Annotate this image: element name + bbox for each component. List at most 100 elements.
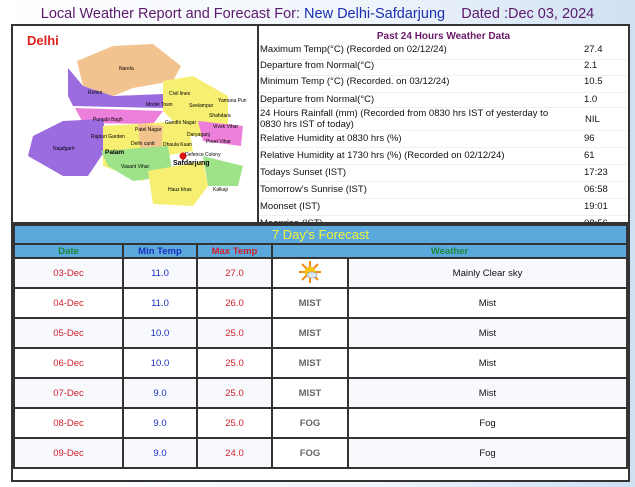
data-value: 19:01 [584, 201, 608, 212]
forecast-row: 06-Dec 10.0 25.0 MIST Mist [13, 347, 628, 379]
fog-icon: FOG [271, 437, 349, 469]
forecast-max-temp: 26.0 [196, 287, 273, 319]
data-label: Minimum Temp (°C) (Recorded. on 03/12/24… [260, 76, 450, 87]
data-value: 1.0 [584, 94, 598, 105]
district-map: Safdarjung Narela Rohini Punjabi Bagh Na… [28, 44, 247, 206]
data-label: Moonset (IST) [260, 201, 321, 212]
map-label: Vivek Vihar [213, 124, 238, 130]
map-district-preet-vihar [198, 121, 243, 146]
forecast-panel: 7 Day's Forecast Date Min Temp Max Temp … [11, 222, 630, 482]
data-row: 24 Hours Rainfall (mm) (Recorded from 08… [259, 108, 628, 131]
data-label: Departure from Normal(°C) [260, 94, 375, 105]
report-date: Dated :Dec 03, 2024 [461, 6, 595, 22]
title-prefix: Local Weather Report and Forecast For: [40, 6, 305, 22]
data-value: 10.5 [584, 76, 603, 87]
map-label: Shahdara [209, 113, 231, 119]
map-district-northwest [68, 68, 163, 108]
data-value: 2.1 [584, 60, 598, 71]
forecast-min-temp: 10.0 [122, 347, 198, 379]
forecast-min-temp: 9.0 [122, 407, 198, 439]
map-district-east [163, 76, 228, 136]
forecast-weather: Fog [347, 437, 628, 469]
map-label-safdarjung: Safdarjung [173, 160, 210, 167]
data-value: 06:58 [584, 184, 608, 195]
sun-cloud-icon [271, 257, 349, 289]
map-district-north [77, 44, 181, 96]
map-label: Yamuna Puri [218, 98, 247, 104]
forecast-date: 04-Dec [13, 287, 124, 319]
forecast-date: 08-Dec [13, 407, 124, 439]
mist-icon: MIST [271, 347, 349, 379]
forecast-min-temp: 11.0 [122, 257, 198, 289]
map-label: Najafgarh [53, 146, 75, 152]
data-row: Todays Sunset (IST) 17:23 [259, 165, 628, 182]
icon-text: MIST [298, 297, 322, 309]
map-district-south [148, 161, 208, 206]
forecast-min-temp: 9.0 [122, 437, 198, 469]
map-district-kalkaji [203, 156, 243, 186]
data-value: 96 [584, 133, 595, 144]
forecast-row: 05-Dec 10.0 25.0 MIST Mist [13, 317, 628, 349]
map-label: Kalkaji [213, 187, 228, 193]
data-value: 27.4 [584, 44, 603, 55]
map-label: Delhi cantt [131, 141, 155, 147]
summary-panel: Delhi Safdarjung Narela Rohini Punjabi B… [11, 24, 630, 233]
forecast-table: 7 Day's Forecast Date Min Temp Max Temp … [13, 224, 628, 469]
forecast-date: 06-Dec [13, 347, 124, 379]
fog-icon: FOG [271, 407, 349, 439]
mist-icon: MIST [271, 377, 349, 409]
forecast-date: 09-Dec [13, 437, 124, 469]
mist-icon: MIST [271, 287, 349, 319]
past-24h-table: Past 24 Hours Weather Data Maximum Temp(… [259, 26, 628, 233]
forecast-min-temp: 9.0 [122, 377, 198, 409]
mist-icon: MIST [271, 317, 349, 349]
icon-text: FOG [299, 447, 321, 459]
forecast-row: 04-Dec 11.0 26.0 MIST Mist [13, 287, 628, 319]
map-label: Punjabi Bagh [93, 117, 123, 123]
map-label: Rajouri Garden [91, 134, 125, 140]
forecast-max-temp: 27.0 [196, 257, 273, 289]
header-max-temp: Max Temp [196, 243, 273, 259]
map-label: Civil lines [169, 91, 191, 97]
forecast-max-temp: 25.0 [196, 407, 273, 439]
map-label: Rohini [88, 90, 102, 96]
map-label: Hauz khas [168, 187, 192, 193]
forecast-date: 07-Dec [13, 377, 124, 409]
icon-text: MIST [298, 357, 322, 369]
data-label: Departure from Normal(°C) [260, 60, 375, 71]
data-label: 24 Hours Rainfall (mm) (Recorded from 08… [260, 108, 549, 130]
data-label: Relative Humidity at 0830 hrs (%) [260, 133, 402, 144]
header-min-temp: Min Temp [122, 243, 198, 259]
forecast-weather: Mist [347, 287, 628, 319]
map-district-southwest [28, 119, 108, 176]
map-label: Palam [105, 149, 124, 156]
map-label: Defence Colony [185, 152, 221, 158]
icon-text: MIST [298, 327, 322, 339]
forecast-row: 09-Dec 9.0 24.0 FOG Fog [13, 437, 628, 469]
forecast-weather: Mainly Clear sky [347, 257, 628, 289]
forecast-title: 7 Day's Forecast [13, 224, 628, 245]
data-row: Minimum Temp (°C) (Recorded. on 03/12/24… [259, 76, 628, 93]
data-value: 61 [584, 150, 595, 161]
data-value: NIL [585, 113, 600, 125]
page-title: Local Weather Report and Forecast For: N… [0, 6, 635, 22]
delhi-map: Delhi Safdarjung Narela Rohini Punjabi B… [13, 26, 259, 223]
forecast-max-temp: 25.0 [196, 377, 273, 409]
forecast-weather: Mist [347, 317, 628, 349]
data-label: Tomorrow's Sunrise (IST) [260, 184, 367, 195]
forecast-max-temp: 24.0 [196, 437, 273, 469]
data-label: Maximum Temp(°C) (Recorded on 02/12/24) [260, 44, 447, 55]
forecast-max-temp: 25.0 [196, 347, 273, 379]
data-row: Tomorrow's Sunrise (IST) 06:58 [259, 182, 628, 199]
forecast-max-temp: 25.0 [196, 317, 273, 349]
safdarjung-marker [179, 152, 187, 160]
forecast-weather: Mist [347, 347, 628, 379]
map-region-label: Delhi [27, 33, 59, 48]
data-row: Maximum Temp(°C) (Recorded on 02/12/24) 2… [259, 44, 628, 60]
header-weather: Weather [271, 243, 628, 259]
forecast-date: 03-Dec [13, 257, 124, 289]
map-label: Model Town [146, 102, 173, 108]
station-name: New Delhi-Safdarjung [304, 6, 446, 22]
forecast-min-temp: 11.0 [122, 287, 198, 319]
past-24h-title: Past 24 Hours Weather Data [376, 31, 511, 42]
